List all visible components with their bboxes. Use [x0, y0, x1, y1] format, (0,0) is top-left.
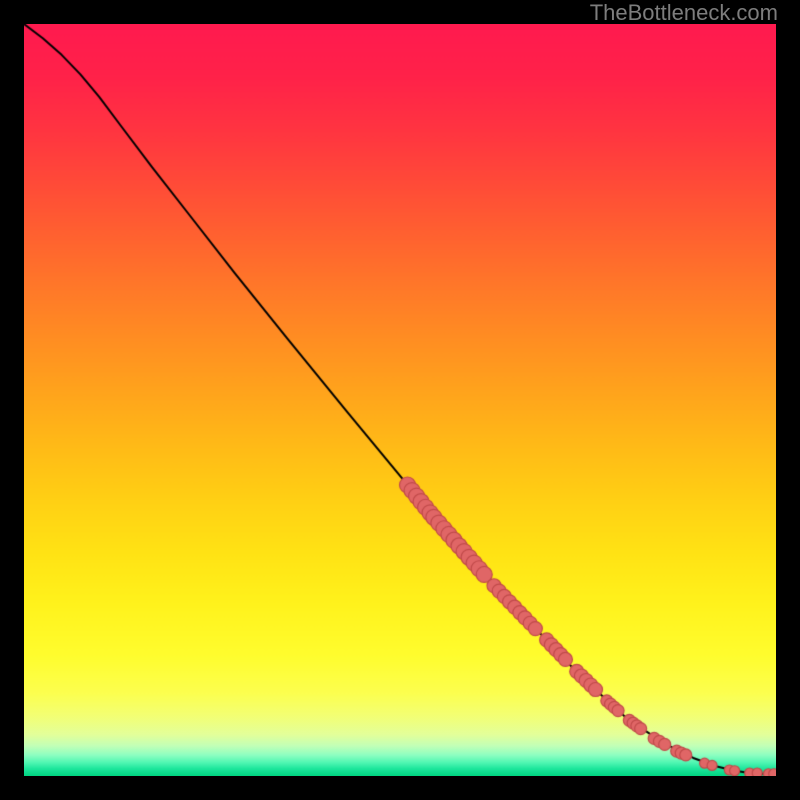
watermark-text: TheBottleneck.com	[590, 0, 778, 26]
chart-curve-layer	[24, 24, 776, 776]
chart-stage: TheBottleneck.com	[0, 0, 800, 800]
